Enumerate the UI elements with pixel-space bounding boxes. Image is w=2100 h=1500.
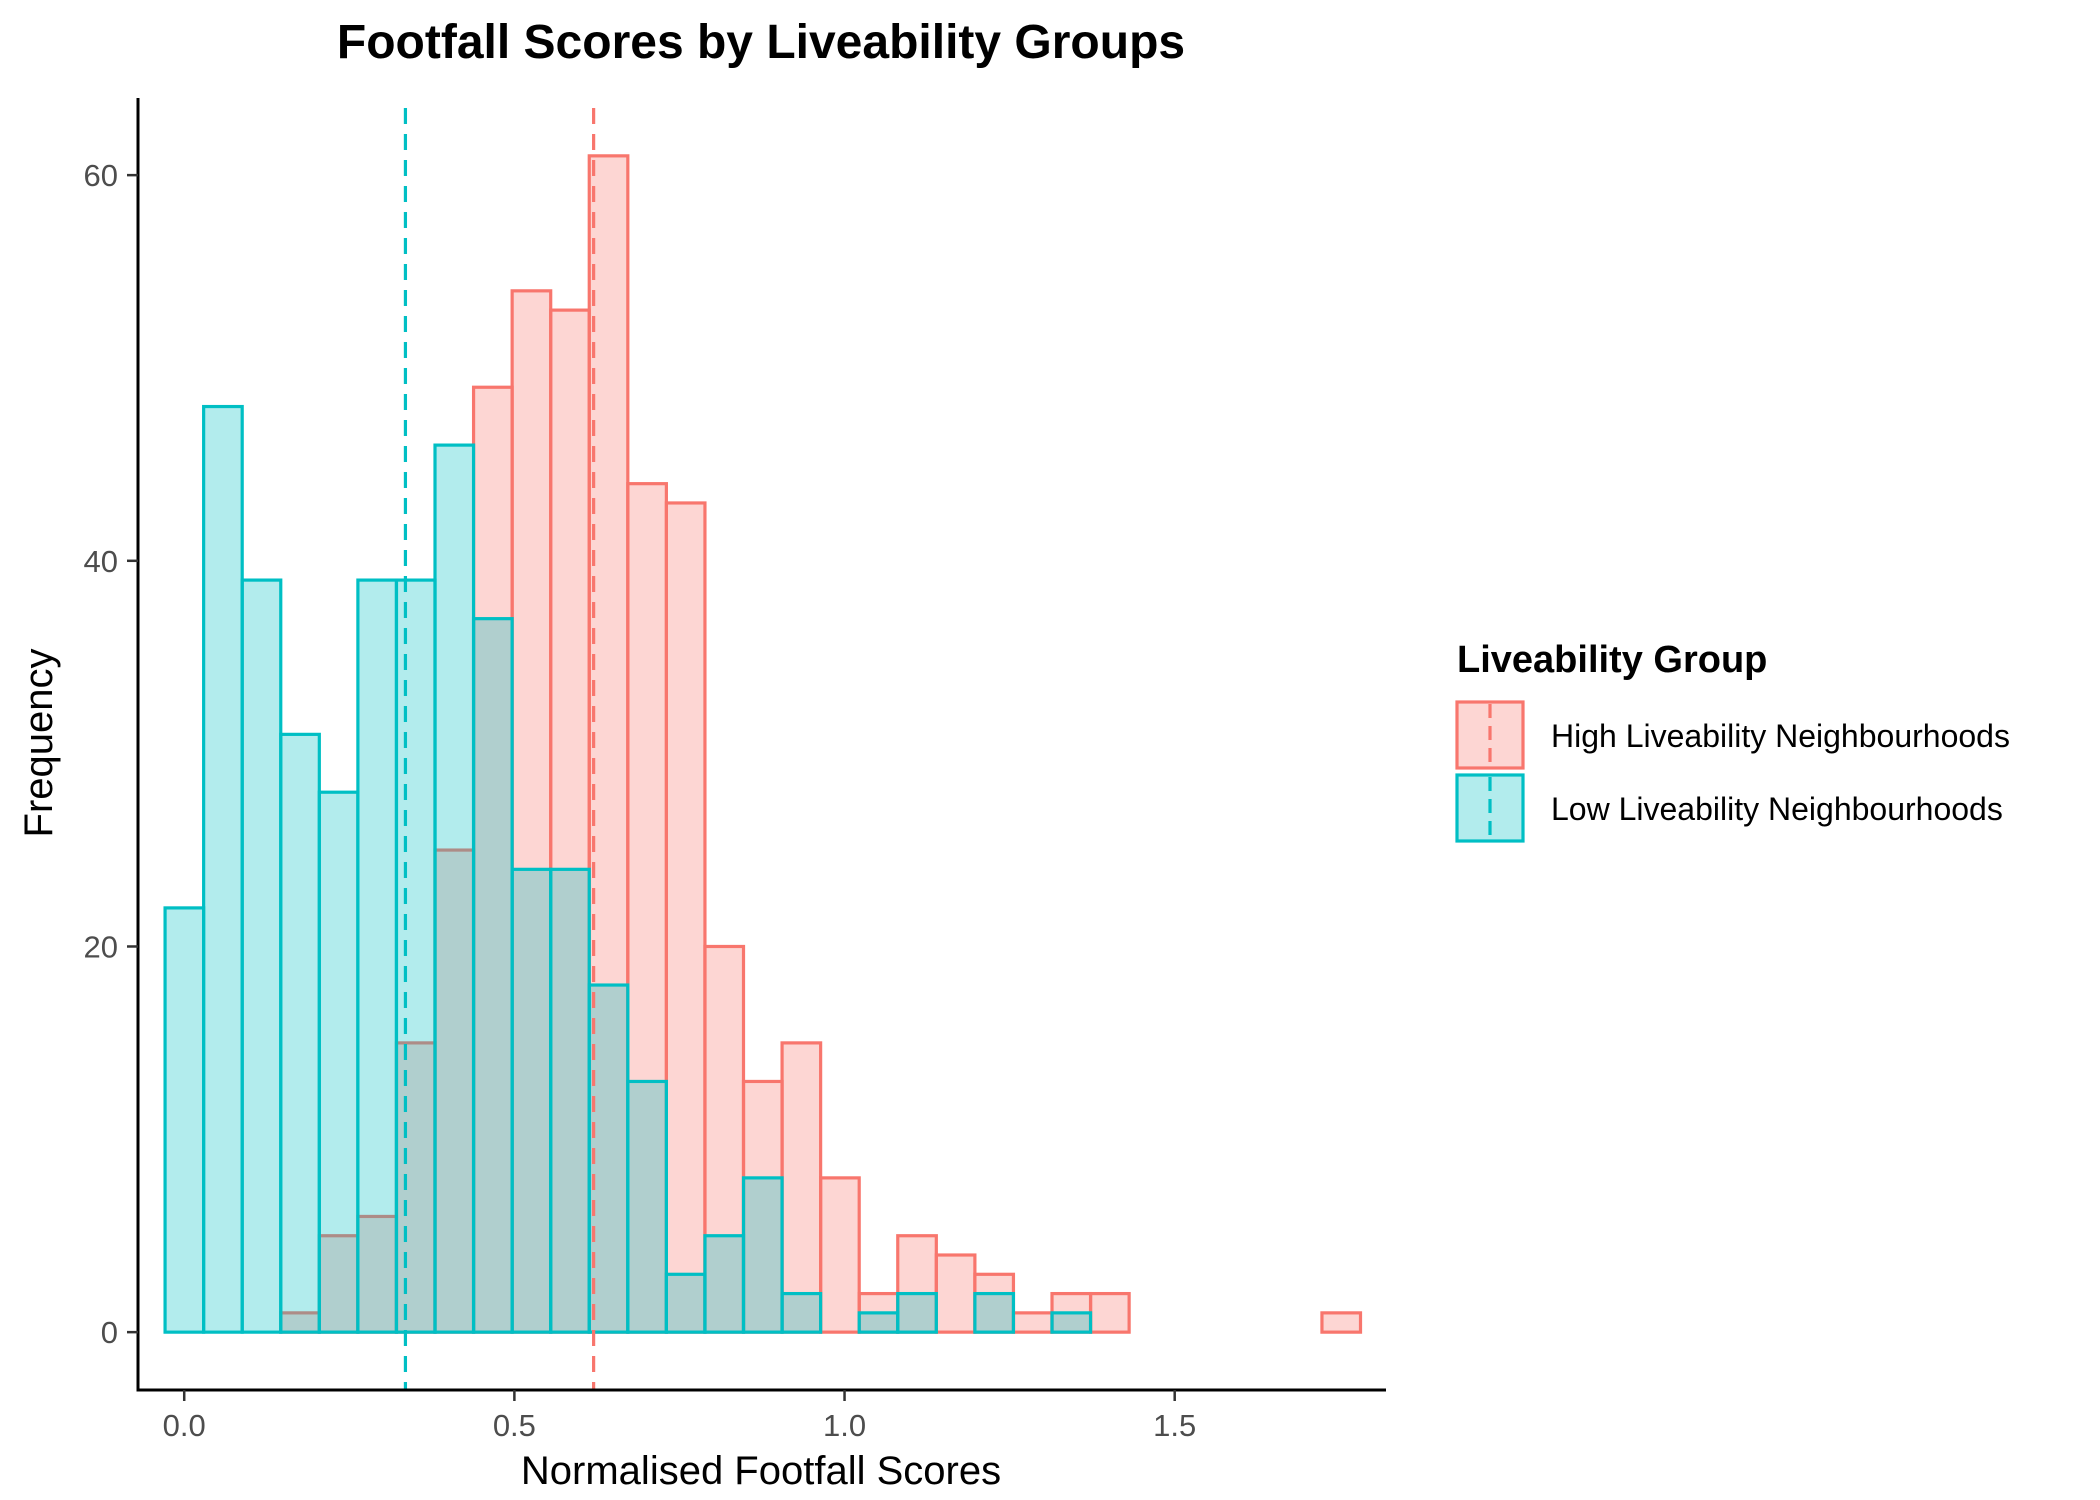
bar-low-bin-13	[664, 1272, 707, 1334]
bar-low-bin-2	[240, 578, 283, 1334]
bar-low-bin-6	[394, 578, 437, 1334]
bar-high-bin-22	[1011, 1311, 1054, 1334]
bar-low-bin-9	[510, 867, 553, 1334]
series-high-bars	[279, 154, 1363, 1334]
plot-area: 0.0 0.5 1.0 1.5 0 20 40 60	[84, 98, 1386, 1443]
y-tick-label: 60	[84, 158, 118, 193]
y-axis-title: Frequency	[17, 649, 61, 838]
bar-high-bin-5	[356, 1214, 399, 1334]
bar-low-bin-11	[587, 983, 630, 1334]
bar-low-bin-10	[549, 867, 591, 1334]
bar-low-bin-14	[703, 1234, 746, 1334]
bar-high-bin-20	[934, 1253, 977, 1334]
y-tick-label: 20	[84, 929, 118, 964]
chart-title: Footfall Scores by Liveability Groups	[337, 16, 1185, 69]
bar-low-bin-5	[356, 578, 399, 1334]
bar-low-bin-18	[857, 1311, 900, 1334]
x-tick-label: 0.5	[493, 1408, 536, 1443]
series-low-bars	[163, 404, 1093, 1334]
legend: Liveability Group High Liveability Neigh…	[1455, 639, 2010, 843]
bar-low-bin-21	[973, 1291, 1016, 1334]
bar-low-bin-4	[317, 790, 360, 1334]
x-tick-label: 1.0	[823, 1408, 866, 1443]
bar-low-bin-8	[471, 617, 514, 1334]
bar-low-bin-23	[1050, 1311, 1093, 1334]
bar-low-bin-12	[626, 1079, 668, 1334]
bar-high-bin-13	[664, 501, 707, 1334]
legend-label-low: Low Liveability Neighbourhoods	[1551, 791, 2003, 827]
y-tick-label: 40	[84, 544, 118, 579]
legend-title: Liveability Group	[1457, 639, 1767, 681]
bar-low-bin-3	[279, 732, 321, 1334]
legend-items: High Liveability Neighbourhoods Low Livea…	[1455, 700, 2010, 843]
x-tick-label: 0.0	[163, 1408, 206, 1443]
legend-item-high: High Liveability Neighbourhoods	[1455, 700, 2010, 770]
bar-high-bin-17	[819, 1176, 861, 1334]
legend-label-high: High Liveability Neighbourhoods	[1551, 718, 2010, 754]
bar-high-bin-16	[780, 1041, 823, 1334]
bar-low-bin-1	[202, 404, 244, 1334]
bar-high-bin-11	[587, 154, 630, 1334]
bar-high-bin-24	[1088, 1291, 1131, 1334]
bar-low-bin-16	[780, 1291, 823, 1334]
y-tick-label: 0	[101, 1315, 118, 1350]
legend-item-low: Low Liveability Neighbourhoods	[1455, 773, 2003, 843]
bar-high-bin-30	[1320, 1311, 1363, 1334]
x-tick-label: 1.5	[1153, 1408, 1196, 1443]
bar-low-bin-15	[741, 1176, 784, 1334]
x-axis-title: Normalised Footfall Scores	[521, 1449, 1001, 1493]
bar-low-bin-7	[433, 443, 476, 1334]
bar-low-bin-0	[163, 906, 206, 1334]
bar-low-bin-19	[896, 1291, 938, 1334]
